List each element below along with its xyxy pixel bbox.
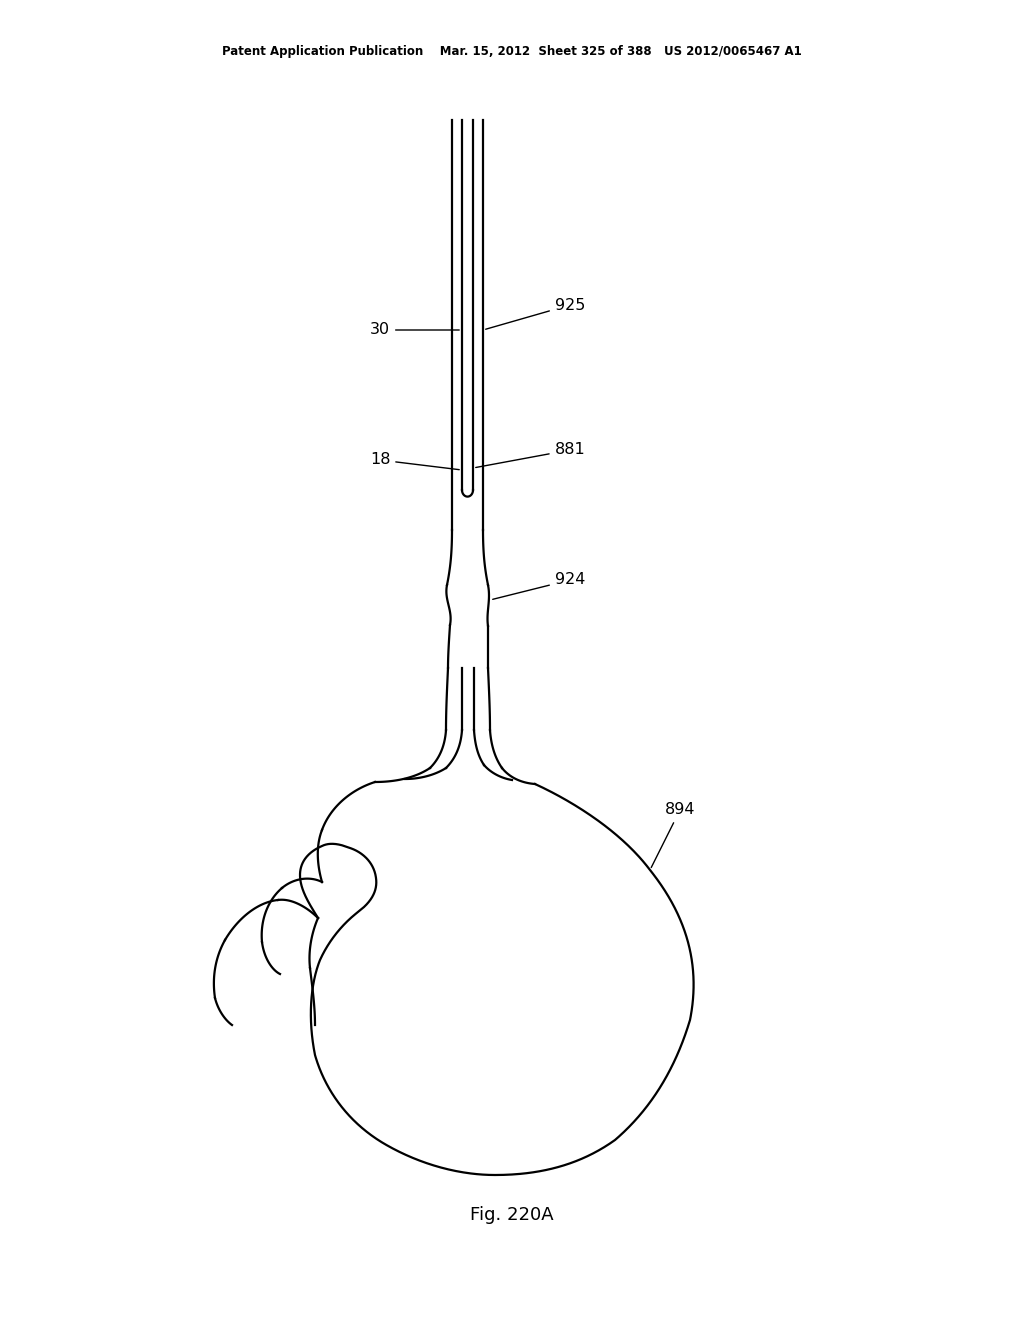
Text: Patent Application Publication    Mar. 15, 2012  Sheet 325 of 388   US 2012/0065: Patent Application Publication Mar. 15, … bbox=[222, 45, 802, 58]
Text: 881: 881 bbox=[476, 442, 586, 467]
Text: 18: 18 bbox=[370, 453, 459, 470]
Text: 925: 925 bbox=[485, 297, 585, 329]
Text: 924: 924 bbox=[493, 573, 585, 599]
Text: 894: 894 bbox=[651, 803, 695, 867]
Text: Fig. 220A: Fig. 220A bbox=[470, 1206, 554, 1224]
Text: 30: 30 bbox=[370, 322, 459, 338]
